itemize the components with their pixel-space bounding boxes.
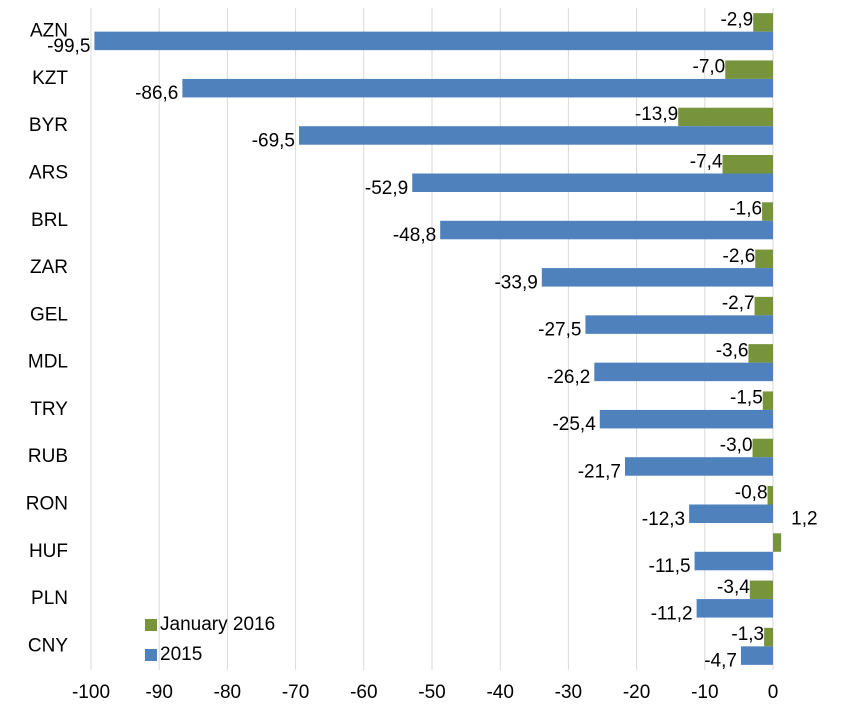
- data-label: -1,5: [730, 388, 763, 409]
- y-tick-label: HUF: [29, 541, 68, 562]
- y-tick-label: CNY: [28, 635, 68, 656]
- data-label: -48,8: [393, 225, 436, 246]
- x-tick-label: -70: [282, 682, 309, 703]
- x-tick-label: -100: [72, 682, 110, 703]
- legend-label: January 2016: [160, 614, 275, 635]
- data-label: -3,6: [716, 340, 749, 361]
- bar: [689, 504, 773, 523]
- data-label: -7,0: [693, 57, 726, 78]
- bar: [722, 155, 773, 174]
- data-label: -69,5: [252, 130, 295, 151]
- bar: [725, 60, 773, 79]
- bar: [182, 78, 773, 98]
- bar: [625, 457, 773, 476]
- data-label: -52,9: [365, 178, 408, 199]
- data-label: -13,9: [635, 104, 678, 125]
- bar: [764, 627, 773, 647]
- x-tick-label: -10: [691, 682, 718, 703]
- bar: [585, 315, 773, 334]
- bar: [696, 599, 773, 618]
- x-tick-label: -30: [555, 682, 582, 703]
- data-label: -0,8: [735, 482, 768, 503]
- y-tick-label: KZT: [32, 68, 68, 89]
- data-label: -12,3: [642, 509, 685, 530]
- bar: [94, 31, 773, 51]
- bar: [299, 126, 773, 145]
- x-tick-label: -50: [418, 682, 445, 703]
- y-tick-label: ZAR: [30, 257, 68, 278]
- data-label: -1,3: [731, 624, 764, 645]
- data-label: -2,6: [723, 246, 756, 267]
- y-tick-label: MDL: [28, 352, 68, 373]
- bar: [754, 296, 773, 316]
- y-tick-label: BYR: [29, 115, 68, 136]
- y-tick-label: RON: [26, 494, 68, 515]
- data-label: -1,6: [729, 199, 762, 220]
- data-label: -86,6: [135, 83, 178, 104]
- bar: [740, 646, 773, 665]
- x-tick-label: 0: [768, 682, 779, 703]
- x-tick-label: -40: [486, 682, 513, 703]
- data-label: -7,4: [690, 151, 723, 172]
- bar: [755, 249, 773, 269]
- bar: [762, 202, 773, 221]
- data-label: -21,7: [578, 461, 621, 482]
- bar: [440, 220, 773, 240]
- data-label: -27,5: [538, 320, 581, 341]
- y-tick-label: AZN: [30, 21, 68, 42]
- y-tick-label: RUB: [28, 446, 68, 467]
- data-label: 1,2: [791, 508, 817, 529]
- legend-swatch: [145, 649, 157, 661]
- bar: [678, 107, 773, 127]
- bar: [767, 486, 773, 505]
- y-tick-label: ARS: [29, 163, 68, 184]
- bar: [594, 362, 773, 382]
- data-label: -4,7: [704, 651, 737, 672]
- y-tick-label: TRY: [30, 399, 68, 420]
- x-tick-label: -60: [350, 682, 377, 703]
- data-label: -2,9: [720, 9, 753, 30]
- data-label: -26,2: [547, 367, 590, 388]
- bar: [748, 344, 773, 363]
- bar: [412, 173, 773, 192]
- data-label: -99,5: [47, 36, 90, 57]
- y-tick-label: PLN: [31, 588, 68, 609]
- data-label: -2,7: [722, 293, 755, 314]
- bar: [762, 391, 773, 410]
- bar: [599, 409, 773, 429]
- bar: [773, 533, 782, 552]
- data-label: -3,4: [717, 577, 750, 598]
- x-tick-label: -90: [145, 682, 172, 703]
- data-label: -25,4: [552, 414, 596, 435]
- x-tick-label: -80: [214, 682, 241, 703]
- data-label: -3,0: [720, 435, 753, 456]
- bar: [749, 580, 773, 600]
- bar: [752, 438, 773, 458]
- data-label: -11,2: [651, 603, 693, 624]
- bar: [541, 268, 773, 287]
- data-label: -33,9: [494, 272, 537, 293]
- bar: [753, 13, 773, 32]
- bar: [694, 551, 773, 571]
- legend-label: 2015: [160, 644, 202, 665]
- legend-swatch: [145, 619, 157, 631]
- y-tick-label: GEL: [30, 304, 68, 325]
- y-tick-label: BRL: [31, 210, 68, 231]
- data-label: -11,5: [649, 556, 691, 577]
- x-tick-label: -20: [623, 682, 650, 703]
